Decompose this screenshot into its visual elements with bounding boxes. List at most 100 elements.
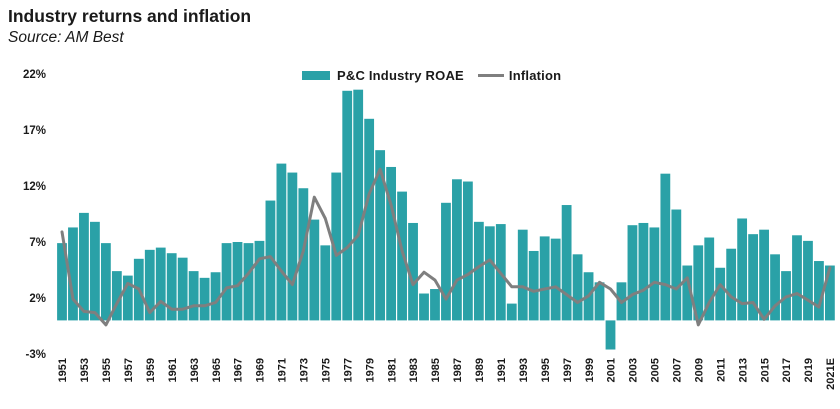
y-tick-label: 2% — [29, 293, 46, 305]
roae-bar-2015 — [759, 229, 769, 321]
roae-bar-1989 — [473, 221, 484, 321]
x-tick-label-1991: 1991 — [496, 358, 508, 382]
roae-bar-2018 — [792, 235, 802, 321]
x-tick-label-2013: 2013 — [737, 358, 749, 382]
roae-bar-1976 — [331, 172, 342, 321]
x-tick-label-1975: 1975 — [321, 358, 333, 382]
chart-source: Source: AM Best — [8, 29, 124, 46]
roae-bar-1963 — [188, 271, 199, 321]
roae-bar-2020 — [814, 261, 824, 321]
y-tick-label: 17% — [23, 125, 46, 137]
roae-bar-2016 — [770, 254, 780, 321]
roae-bar-1967 — [232, 242, 243, 321]
x-tick-label-1965: 1965 — [211, 358, 223, 382]
roae-bar-1966 — [221, 243, 232, 321]
roae-bar-2019 — [803, 240, 813, 321]
roae-bar-1992 — [506, 303, 517, 321]
roae-bar-1984 — [419, 293, 429, 321]
roae-bar-1969 — [254, 240, 265, 321]
x-tick-label-2011: 2011 — [715, 358, 727, 382]
roae-bar-1974 — [309, 219, 320, 321]
x-tick-label-2021E: 2021E — [825, 358, 837, 390]
roae-bar-1995 — [539, 236, 550, 321]
x-tick-label-2009: 2009 — [694, 358, 706, 382]
roae-bar-1994 — [528, 250, 539, 321]
roae-bar-2003 — [627, 225, 638, 321]
roae-bar-1955 — [100, 243, 111, 321]
roae-bar-2001 — [605, 320, 616, 350]
roae-bar-2007 — [671, 209, 682, 321]
roae-bar-1968 — [243, 243, 254, 321]
x-tick-label-1993: 1993 — [518, 358, 530, 382]
x-tick-label-1963: 1963 — [189, 358, 201, 382]
roae-bar-1982 — [397, 191, 407, 321]
roae-bar-1978 — [353, 89, 364, 321]
roae-legend-swatch-icon — [302, 70, 330, 80]
x-tick-label-1955: 1955 — [101, 358, 113, 382]
roae-bar-1964 — [199, 277, 210, 321]
x-tick-label-1981: 1981 — [386, 358, 398, 382]
x-tick-label-1957: 1957 — [123, 358, 135, 382]
chart-legend: P&C Industry ROAE Inflation — [302, 66, 561, 84]
roae-bar-2013 — [737, 218, 748, 321]
x-tick-label-1987: 1987 — [452, 358, 464, 382]
roae-bar-1954 — [90, 221, 100, 321]
inflation-line — [60, 167, 832, 327]
roae-bar-1971 — [276, 163, 287, 321]
roae-bar-2012 — [726, 248, 737, 321]
roae-bar-2005 — [649, 227, 660, 321]
roae-bar-1959 — [144, 249, 155, 321]
x-tick-label-1961: 1961 — [167, 358, 179, 382]
x-tick-label-1995: 1995 — [540, 358, 552, 382]
roae-bar-1987 — [452, 179, 462, 321]
roae-bar-1951 — [57, 243, 67, 321]
roae-bar-2021E — [825, 265, 835, 321]
roae-bar-1993 — [517, 229, 528, 321]
roae-bar-1988 — [462, 181, 473, 321]
x-tick-label-1969: 1969 — [255, 358, 267, 382]
roae-bar-1952 — [68, 227, 78, 321]
roae-bar-1962 — [177, 257, 188, 321]
roae-bar-1985 — [430, 289, 440, 321]
x-tick-label-1999: 1999 — [584, 358, 596, 382]
roae-bar-1986 — [441, 202, 451, 321]
roae-bar-1979 — [364, 118, 375, 321]
roae-bar-2006 — [660, 173, 671, 321]
roae-bar-1980 — [375, 150, 386, 321]
roae-bar-2004 — [638, 222, 649, 321]
roae-bar-2008 — [682, 265, 693, 321]
roae-bar-1983 — [408, 222, 418, 321]
x-tick-label-1979: 1979 — [364, 358, 376, 382]
x-tick-label-2005: 2005 — [650, 358, 662, 382]
roae-bar-2010 — [704, 237, 715, 321]
roae-bar-1956 — [111, 271, 122, 321]
chart-title: Industry returns and inflation — [8, 6, 252, 26]
y-tick-label: 12% — [23, 181, 46, 193]
x-tick-label-2015: 2015 — [759, 358, 771, 382]
roae-bar-1998 — [572, 254, 583, 321]
roae-bar-1996 — [550, 238, 561, 321]
roae-bar-1961 — [166, 253, 177, 321]
x-tick-label-1967: 1967 — [233, 358, 245, 382]
x-tick-label-1983: 1983 — [408, 358, 420, 382]
x-tick-label-2017: 2017 — [781, 358, 793, 382]
roae-bar-1970 — [265, 200, 276, 321]
roae-bar-1965 — [210, 272, 221, 321]
roae-bar-1990 — [484, 226, 495, 321]
roae-bar-1972 — [287, 172, 298, 321]
x-tick-label-1973: 1973 — [299, 358, 311, 382]
roae-bar-1977 — [342, 90, 353, 321]
roae-bar-2009 — [693, 245, 704, 321]
x-tick-label-1977: 1977 — [342, 358, 354, 382]
x-tick-label-2019: 2019 — [803, 358, 815, 382]
inflation-legend-label: Inflation — [508, 67, 562, 83]
x-tick-label-2007: 2007 — [672, 358, 684, 382]
roae-bar-2011 — [715, 267, 726, 321]
y-tick-label: -3% — [26, 349, 46, 361]
y-tick-label: 7% — [29, 237, 46, 249]
roae-bar-1997 — [561, 205, 572, 321]
x-tick-label-1997: 1997 — [562, 358, 574, 382]
x-tick-label-1989: 1989 — [474, 358, 486, 382]
